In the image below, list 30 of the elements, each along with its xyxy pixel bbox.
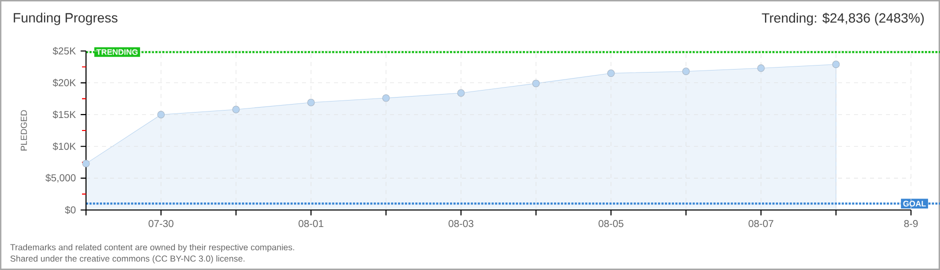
y-tick-label: $25K [52, 46, 76, 56]
point [82, 160, 90, 168]
point [532, 80, 540, 88]
x-tick-label: 08-05 [598, 220, 624, 228]
chart-title: Funding Progress [14, 12, 118, 26]
text: Trending: $24,836 (2483%) [762, 12, 924, 26]
x-tick-label: 07-30 [148, 220, 174, 228]
y-tick-label: $20K [52, 78, 76, 87]
y-tick-label: $10K [52, 142, 76, 150]
text: Trademarks and related content are owned by their respective companies. [10, 244, 294, 252]
point [607, 70, 615, 77]
point [382, 94, 390, 102]
point [757, 64, 765, 72]
point [682, 68, 690, 76]
x-tick-label: 8-9 [904, 220, 918, 228]
point [832, 60, 840, 68]
point [307, 98, 315, 106]
y-axis-title: PLEDGED [20, 110, 27, 150]
x-tick-label: 08-07 [748, 220, 774, 228]
point [457, 89, 465, 97]
y-tick-label: $5,000 [45, 174, 76, 183]
ref-line-label: GOAL [903, 200, 926, 206]
text: Shared under the creative commons (CC BY-NC 3.0) license. [10, 255, 244, 264]
x-tick-label: 08-03 [448, 220, 474, 228]
point [232, 106, 240, 114]
y-tick-label: $0 [64, 206, 76, 214]
x-tick-label: 08-01 [298, 220, 324, 228]
ref-line-label: TRENDING [96, 49, 138, 55]
point [157, 110, 165, 118]
y-tick-label: $15K [52, 110, 76, 119]
